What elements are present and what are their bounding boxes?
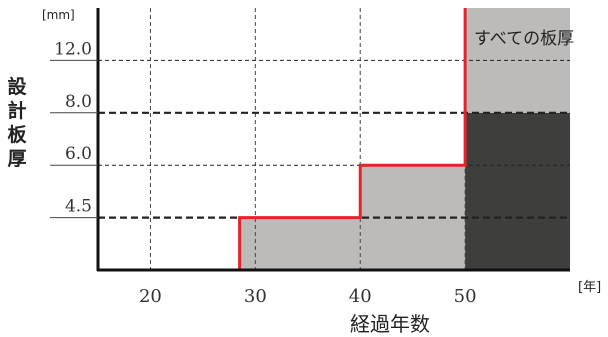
x-tick-label-20: 20 (139, 286, 162, 307)
y-tick-label-1: 4.5 (65, 197, 92, 217)
y-tick-label-2: 6.0 (65, 144, 92, 164)
all-thickness-annotation: すべての板厚 (474, 29, 575, 49)
region-1 (239, 217, 361, 270)
x-tick-label-40: 40 (349, 286, 372, 307)
y-tick-label-3: 8.0 (65, 92, 92, 112)
y-axis-label-char-1: 設 (7, 76, 27, 98)
x-tick-label-50: 50 (454, 286, 477, 307)
y-tick-label-4: 12.0 (54, 39, 92, 59)
y-axis-label-char-4: 厚 (7, 148, 27, 170)
region-4 (465, 8, 570, 113)
x-axis-title: 経過年数 (350, 312, 430, 336)
required-thickness-step-line (238, 8, 467, 270)
y-axis-label-char-3: 板 (7, 124, 27, 146)
region-3 (465, 112, 570, 270)
x-unit-label: [年] (578, 280, 602, 295)
y-unit-label: [mm] (42, 8, 75, 22)
y-axis-label-char-2: 計 (7, 100, 27, 122)
x-tick-label-30: 30 (244, 286, 267, 307)
